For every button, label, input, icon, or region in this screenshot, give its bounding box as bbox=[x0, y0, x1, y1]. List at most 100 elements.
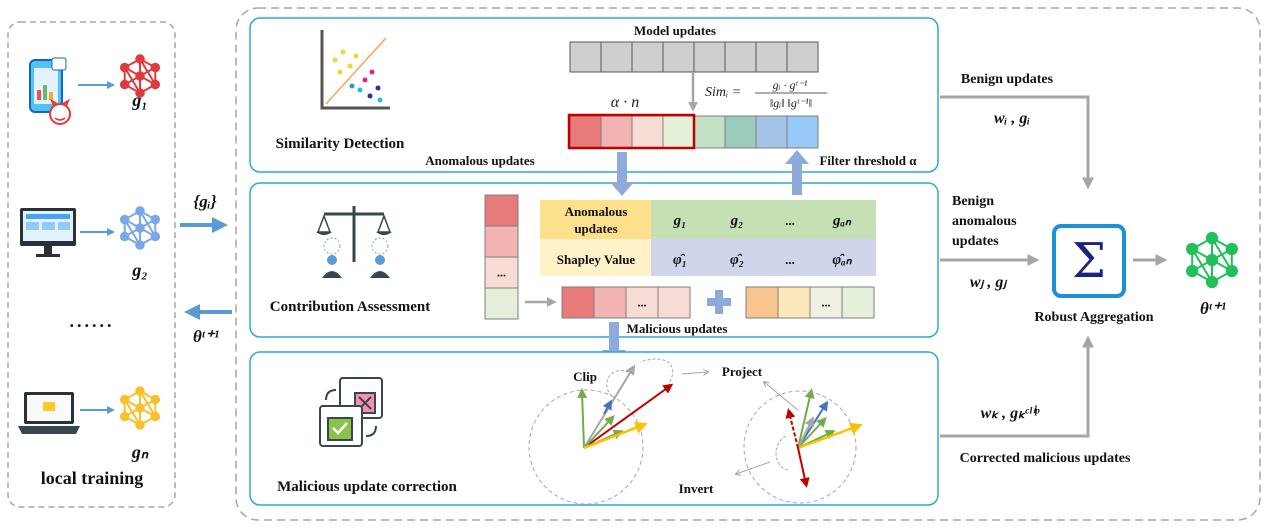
neural-network-icon-yellow bbox=[119, 386, 161, 430]
table-cell: φ̂₁ bbox=[673, 252, 687, 268]
benign-anomalous-label-line1: Benign bbox=[952, 194, 994, 209]
sorted-update-cell bbox=[786, 115, 819, 149]
global-model-network-icon bbox=[1186, 231, 1238, 289]
malicious-updates-label: Malicious updates bbox=[627, 321, 728, 336]
ellipsis: ...... bbox=[70, 311, 115, 331]
malicious-cell bbox=[561, 286, 595, 319]
benign-cell bbox=[809, 286, 843, 319]
scatter-plot-icon bbox=[320, 30, 390, 110]
client-server-links: {gᵢ} θᵗ⁺¹ bbox=[180, 192, 232, 346]
benign-cell bbox=[745, 286, 779, 319]
table-cell: g₂ bbox=[730, 213, 744, 229]
anomalous-updates-label: Anomalous updates bbox=[425, 153, 534, 168]
malicious-updates-vector: ... bbox=[561, 286, 691, 319]
project-invert-diagram bbox=[736, 382, 863, 504]
network-node bbox=[119, 394, 130, 405]
model-update-cell bbox=[786, 41, 819, 73]
sorted-update-cell bbox=[631, 115, 664, 149]
corrected-arrow bbox=[940, 335, 1094, 438]
table-cell: g₁ bbox=[673, 213, 687, 229]
network-node bbox=[135, 206, 145, 216]
network-edge bbox=[123, 398, 141, 426]
column-cell-text: ... bbox=[497, 266, 506, 280]
network-node bbox=[119, 231, 130, 242]
network-node bbox=[119, 411, 130, 422]
network-node bbox=[1186, 264, 1199, 278]
network-edge bbox=[123, 218, 141, 246]
network-node bbox=[119, 214, 130, 225]
client-2-gradient: g₂ bbox=[131, 260, 147, 280]
network-node bbox=[150, 394, 161, 405]
model-update-cell bbox=[755, 41, 788, 73]
anomalous-selection-box bbox=[567, 113, 696, 150]
benign-cell-text: ... bbox=[822, 296, 831, 310]
table-cell: φ̂ₐₙ bbox=[832, 252, 852, 268]
similarity-formula-denominator: ‖gᵢ‖ ‖gᵗ⁻¹‖ bbox=[770, 96, 812, 110]
benign-anomalous-weights: wⱼ , gⱼ bbox=[970, 274, 1007, 291]
column-cell bbox=[484, 256, 519, 289]
network-node bbox=[135, 54, 145, 64]
network-edge bbox=[139, 58, 157, 86]
correction-title: Malicious update correction bbox=[277, 479, 457, 495]
window-correction-icon bbox=[319, 377, 383, 447]
benign-updates-label: Benign updates bbox=[961, 72, 1054, 87]
corrected-label: Corrected malicious updates bbox=[960, 451, 1131, 466]
column-cell bbox=[484, 287, 519, 320]
network-node bbox=[135, 240, 145, 250]
benign-arrow bbox=[940, 95, 1094, 190]
desktop-monitor-icon bbox=[20, 208, 76, 257]
table-header-updates: updates bbox=[574, 221, 617, 236]
sorted-update-cell bbox=[600, 115, 633, 149]
upload-label: {gᵢ} bbox=[193, 192, 216, 211]
malware-devil-icon bbox=[49, 98, 71, 125]
table-cell: ... bbox=[785, 252, 795, 267]
sorted-update-cell bbox=[569, 115, 602, 149]
network-edge bbox=[139, 210, 157, 238]
benign-cell bbox=[777, 286, 811, 319]
model-update-cell bbox=[600, 41, 633, 73]
model-updates-vector bbox=[569, 41, 819, 73]
aggregation-section: Benign updates wᵢ , gᵢ Benign anomalous … bbox=[940, 72, 1238, 466]
network-node bbox=[150, 79, 161, 90]
invert-label: Invert bbox=[679, 481, 714, 496]
table-header-anomalous: Anomalous bbox=[565, 204, 628, 219]
laptop-icon bbox=[18, 392, 80, 434]
malicious-cell bbox=[625, 286, 659, 319]
aggregator-box bbox=[1052, 224, 1126, 298]
robust-aggregation-label: Robust Aggregation bbox=[1034, 310, 1153, 325]
alpha-n-label: α · n bbox=[611, 94, 639, 111]
network-node bbox=[1205, 253, 1219, 267]
download-label: θᵗ⁺¹ bbox=[193, 327, 219, 346]
network-edge bbox=[139, 390, 157, 418]
table-cell: φ̂₂ bbox=[730, 252, 744, 268]
network-node bbox=[1205, 275, 1219, 289]
local-training-label: local training bbox=[41, 468, 144, 488]
model-updates-label: Model updates bbox=[634, 23, 716, 38]
plus-icon bbox=[707, 290, 731, 314]
benign-anomalous-updates-vector: ... bbox=[745, 286, 875, 319]
model-update-cell bbox=[724, 41, 757, 73]
network-node bbox=[1186, 242, 1199, 256]
benign-anomalous-label-line3: updates bbox=[952, 234, 999, 249]
down-arrow bbox=[610, 182, 634, 196]
network-edge bbox=[1211, 237, 1233, 272]
table-cell: gₐₙ bbox=[832, 213, 852, 229]
model-update-cell bbox=[631, 41, 664, 73]
network-node bbox=[1225, 264, 1238, 278]
table-cell: ... bbox=[785, 213, 795, 228]
network-node bbox=[150, 231, 161, 242]
smartphone-icon bbox=[29, 57, 67, 113]
sorted-update-cell bbox=[693, 115, 726, 149]
network-node bbox=[135, 386, 145, 396]
network-node bbox=[119, 79, 130, 90]
malicious-cell bbox=[593, 286, 627, 319]
sigma-icon: Σ bbox=[1072, 233, 1106, 289]
neural-network-icon-red bbox=[119, 54, 161, 98]
network-node bbox=[135, 88, 145, 98]
network-node bbox=[1225, 242, 1238, 256]
server-panel bbox=[235, 7, 1261, 521]
network-edge bbox=[123, 66, 141, 94]
network-node bbox=[135, 223, 145, 233]
corrected-weights: wₖ , gₖᶜˡⁱᵖ bbox=[981, 405, 1041, 422]
